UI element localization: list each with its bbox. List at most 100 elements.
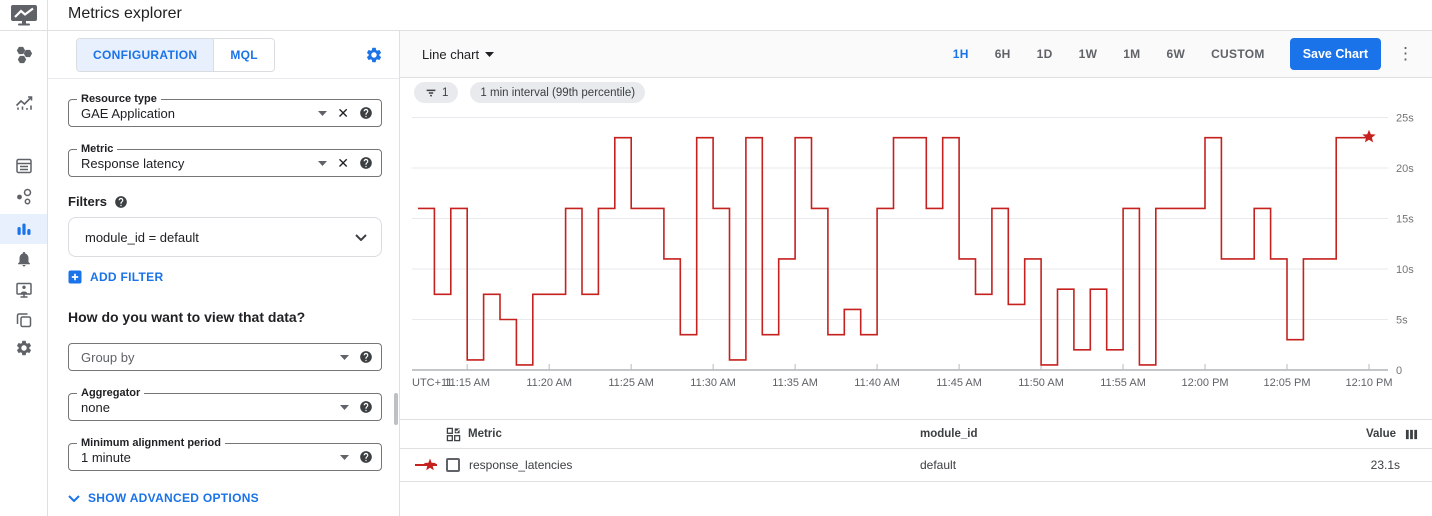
- x-tick-label: 12:10 PM: [1345, 377, 1392, 389]
- alignment-period-value: 1 minute: [81, 449, 131, 465]
- aggregator-field[interactable]: Aggregator none: [68, 387, 382, 421]
- group-by-field[interactable]: Group by: [68, 343, 382, 371]
- filter-count: 1: [442, 86, 449, 99]
- help-icon[interactable]: [359, 106, 373, 120]
- range-button-1w[interactable]: 1W: [1078, 47, 1098, 61]
- sidebar-item-uptime-checks[interactable]: [0, 275, 47, 305]
- aggregator-label: Aggregator: [77, 387, 145, 399]
- sidebar-item-alerting[interactable]: [0, 244, 47, 274]
- resource-type-value: GAE Application: [81, 105, 175, 121]
- metric-value: Response latency: [81, 155, 185, 171]
- help-icon[interactable]: [359, 350, 373, 364]
- dropdown-caret-icon[interactable]: [340, 404, 349, 410]
- dashboards-icon: [15, 158, 32, 174]
- range-button-6h[interactable]: 6H: [994, 47, 1011, 61]
- range-button-1m[interactable]: 1M: [1123, 47, 1141, 61]
- dropdown-caret-icon[interactable]: [318, 110, 328, 116]
- time-range-group: 1H 6H 1D 1W 1M 6W CUSTOM: [940, 47, 1278, 61]
- config-gear-icon[interactable]: [365, 46, 383, 64]
- grid-check-icon[interactable]: [446, 427, 461, 442]
- aggregator-value: none: [81, 399, 110, 415]
- interval-chip[interactable]: 1 min interval (99th percentile): [470, 82, 646, 103]
- tab-mql[interactable]: MQL: [213, 38, 274, 71]
- x-tick-label: 11:15 AM: [444, 377, 490, 389]
- sidebar-item-metrics-explorer[interactable]: [0, 214, 47, 244]
- clear-icon[interactable]: ✕: [337, 155, 349, 171]
- resource-type-field[interactable]: Resource type GAE Application ✕: [68, 93, 382, 127]
- help-icon[interactable]: [359, 400, 373, 414]
- toolbar-right-group: 1H 6H 1D 1W 1M 6W CUSTOM Save Chart ⋮: [940, 38, 1418, 70]
- series-end-star-marker[interactable]: [1362, 129, 1376, 143]
- help-icon[interactable]: [114, 195, 128, 209]
- chevron-down-icon[interactable]: [355, 233, 367, 241]
- sidebar-rail: [0, 31, 47, 516]
- filters-heading-label: Filters: [68, 194, 108, 209]
- group-by-placeholder: Group by: [81, 349, 135, 365]
- range-button-custom[interactable]: CUSTOM: [1211, 47, 1265, 61]
- show-advanced-options-button[interactable]: SHOW ADVANCED OPTIONS: [68, 491, 259, 505]
- legend-table-header: Metric module_id Value: [400, 419, 1432, 449]
- chart-type-dropdown[interactable]: Line chart: [422, 47, 495, 62]
- config-tab-group: CONFIGURATION MQL: [76, 37, 275, 72]
- add-filter-label: ADD FILTER: [90, 270, 164, 284]
- services-icon: [16, 188, 31, 205]
- x-tick-label: 12:00 PM: [1181, 377, 1228, 389]
- x-tick-label: 12:05 PM: [1263, 377, 1310, 389]
- range-button-1h[interactable]: 1H: [952, 47, 969, 61]
- value-column-header[interactable]: Value: [1365, 428, 1396, 440]
- tab-configuration[interactable]: CONFIGURATION: [77, 38, 214, 71]
- alignment-period-field[interactable]: Minimum alignment period 1 minute: [68, 437, 382, 471]
- configuration-panel: CONFIGURATION MQL Resource type GAE Appli…: [48, 31, 400, 516]
- filter-row-module-id[interactable]: module_id = default: [68, 217, 382, 257]
- latency-series-line[interactable]: [418, 136, 1370, 366]
- sidebar-item-metrics[interactable]: [0, 88, 47, 118]
- add-filter-button[interactable]: ADD FILTER: [68, 270, 163, 284]
- config-tabs-row: CONFIGURATION MQL: [76, 37, 383, 72]
- filter-count-chip[interactable]: 1: [414, 82, 459, 103]
- page-title: Metrics explorer: [68, 5, 182, 22]
- groups-icon: [16, 313, 31, 328]
- overview-icon: [16, 46, 32, 64]
- uptime-checks-icon: [15, 282, 32, 298]
- chip-row: 1 1 min interval (99th percentile): [414, 82, 646, 103]
- sidebar-item-dashboards[interactable]: [0, 151, 47, 181]
- view-data-heading: How do you want to view that data?: [68, 309, 306, 325]
- metrics-explorer-icon: [17, 223, 30, 235]
- resource-type-label: Resource type: [77, 93, 161, 105]
- settings-icon: [16, 340, 31, 356]
- x-tick-label: 11:25 AM: [608, 377, 654, 389]
- x-tick-label: 11:40 AM: [854, 377, 900, 389]
- y-tick-label: 5s: [1396, 315, 1408, 327]
- sidebar-item-overview[interactable]: [0, 40, 47, 70]
- range-button-6w[interactable]: 6W: [1166, 47, 1186, 61]
- metric-column-header[interactable]: Metric: [468, 428, 502, 440]
- dropdown-caret-icon: [485, 51, 495, 57]
- latency-line-chart[interactable]: 0 5s 10s 15s 20s 25s 11:15 AM 11:20 AM 11:25 AM 1…: [400, 95, 1432, 395]
- metrics-icon: [15, 96, 32, 110]
- save-chart-button[interactable]: Save Chart: [1289, 38, 1381, 70]
- help-icon[interactable]: [359, 450, 373, 464]
- sidebar-item-groups[interactable]: [0, 305, 47, 335]
- module-id-column-header[interactable]: module_id: [920, 428, 978, 440]
- metric-field[interactable]: Metric Response latency ✕: [68, 143, 382, 177]
- utc-offset-label: UTC+11: [412, 377, 452, 389]
- y-tick-label: 0: [1396, 365, 1402, 377]
- help-icon[interactable]: [359, 156, 373, 170]
- table-row[interactable]: response_latencies default 23.1s: [400, 449, 1432, 482]
- kebab-menu-icon[interactable]: ⋮: [1397, 44, 1414, 63]
- dropdown-caret-icon[interactable]: [340, 454, 349, 460]
- clear-icon[interactable]: ✕: [337, 105, 349, 121]
- add-box-icon: [68, 270, 82, 284]
- sidebar-item-settings[interactable]: [0, 333, 47, 363]
- row-checkbox[interactable]: [446, 458, 460, 472]
- range-button-1d[interactable]: 1D: [1036, 47, 1053, 61]
- dropdown-caret-icon[interactable]: [318, 160, 328, 166]
- sidebar-item-services[interactable]: [0, 182, 47, 212]
- monitoring-logo-icon: [10, 4, 38, 32]
- dropdown-caret-icon[interactable]: [340, 354, 349, 360]
- config-scrollbar[interactable]: [394, 393, 398, 425]
- y-tick-label: 10s: [1396, 264, 1414, 276]
- interval-label: 1 min interval (99th percentile): [480, 86, 636, 99]
- x-tick-label: 11:55 AM: [1100, 377, 1146, 389]
- columns-icon[interactable]: [1405, 428, 1418, 441]
